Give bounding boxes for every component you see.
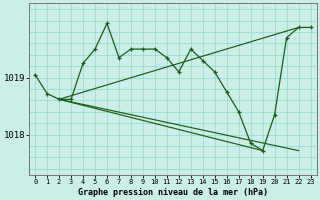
X-axis label: Graphe pression niveau de la mer (hPa): Graphe pression niveau de la mer (hPa)	[78, 188, 268, 197]
